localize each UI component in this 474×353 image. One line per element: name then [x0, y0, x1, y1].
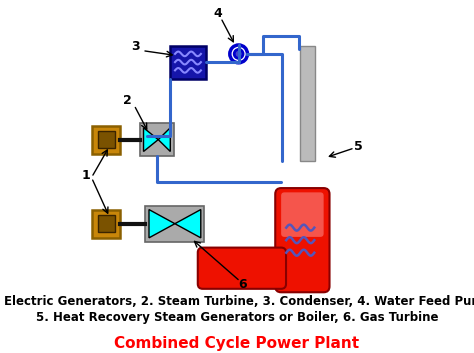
FancyBboxPatch shape — [198, 247, 286, 289]
FancyBboxPatch shape — [275, 188, 329, 292]
Text: 2: 2 — [123, 94, 132, 107]
FancyBboxPatch shape — [140, 123, 174, 156]
FancyBboxPatch shape — [98, 215, 115, 232]
Circle shape — [234, 49, 243, 58]
Text: 1.  Electric Generators, 2. Steam Turbine, 3. Condenser, 4. Water Feed Pump: 1. Electric Generators, 2. Steam Turbine… — [0, 295, 474, 308]
Polygon shape — [158, 128, 170, 151]
FancyBboxPatch shape — [92, 126, 120, 154]
Text: 3: 3 — [131, 40, 140, 53]
Text: 5: 5 — [354, 140, 363, 153]
FancyBboxPatch shape — [170, 46, 206, 79]
Text: 5. Heat Recovery Steam Generators or Boiler, 6. Gas Turbine: 5. Heat Recovery Steam Generators or Boi… — [36, 311, 438, 324]
Polygon shape — [175, 210, 201, 238]
Polygon shape — [149, 210, 175, 238]
FancyBboxPatch shape — [98, 131, 115, 148]
FancyBboxPatch shape — [300, 46, 315, 161]
FancyBboxPatch shape — [146, 205, 204, 242]
Circle shape — [230, 45, 247, 63]
FancyBboxPatch shape — [281, 192, 324, 237]
Text: 4: 4 — [214, 7, 222, 20]
Text: Combined Cycle Power Plant: Combined Cycle Power Plant — [114, 336, 360, 351]
Text: 6: 6 — [238, 278, 247, 291]
Polygon shape — [144, 128, 158, 151]
Text: 1: 1 — [82, 169, 91, 183]
FancyBboxPatch shape — [92, 210, 120, 238]
